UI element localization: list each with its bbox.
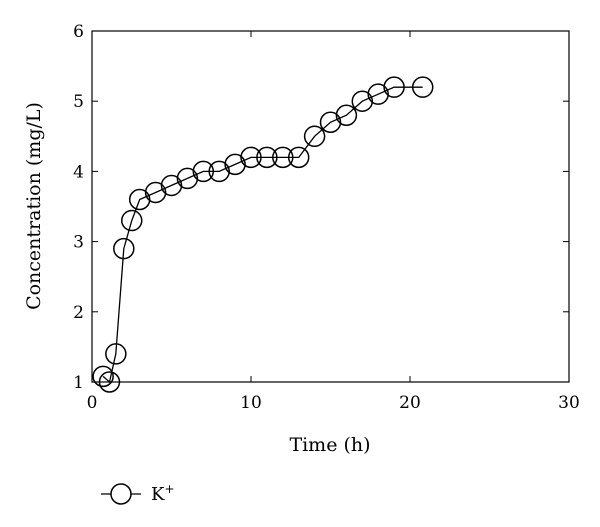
- data-point: [351, 90, 374, 112]
- data-point: [383, 76, 405, 98]
- data-point: [92, 365, 114, 388]
- data-point: [367, 83, 389, 105]
- data-point: [256, 146, 278, 169]
- data-point: [121, 209, 143, 232]
- y-axis-title: Concentration (mg/L): [23, 102, 45, 310]
- x-axis-title: Time (h): [289, 434, 370, 456]
- data-point: [128, 188, 151, 211]
- y-axis: 1 2 3 4 5 6: [73, 22, 569, 393]
- y-tick-label: 5: [73, 92, 84, 112]
- legend-label-superscript: +: [164, 482, 174, 496]
- data-point: [287, 146, 310, 169]
- data-point: [319, 111, 342, 134]
- x-tick-label: 0: [87, 393, 98, 413]
- y-tick-label: 3: [73, 233, 84, 253]
- legend-marker: [110, 483, 132, 505]
- data-point: [224, 153, 246, 176]
- data-point: [272, 146, 294, 169]
- plot-frame: [91, 30, 570, 383]
- data-point: [208, 160, 230, 183]
- y-tick-label: 2: [73, 303, 84, 323]
- data-point: [176, 167, 199, 190]
- x-tick-label: 10: [240, 393, 262, 413]
- data-point: [105, 343, 127, 365]
- data-point: [144, 181, 167, 204]
- legend-label-name: K: [151, 484, 165, 505]
- x-tick-label: 30: [558, 393, 580, 413]
- y-tick-label: 6: [73, 22, 84, 42]
- x-axis: 0 10 20 30: [87, 31, 580, 413]
- legend: K+: [101, 482, 175, 505]
- series-line-k: [102, 86, 423, 384]
- data-point: [98, 371, 121, 393]
- y-tick-label: 4: [73, 162, 84, 182]
- data-point: [303, 125, 326, 148]
- x-tick-label: 20: [399, 393, 421, 413]
- legend-label: K+: [151, 482, 175, 505]
- data-point: [335, 104, 358, 126]
- data-point: [192, 160, 215, 183]
- data-point: [160, 174, 183, 197]
- data-point: [411, 76, 434, 98]
- y-tick-label: 1: [73, 373, 84, 393]
- series-markers-k: [92, 76, 434, 393]
- data-point: [113, 237, 135, 260]
- data-point: [240, 146, 262, 169]
